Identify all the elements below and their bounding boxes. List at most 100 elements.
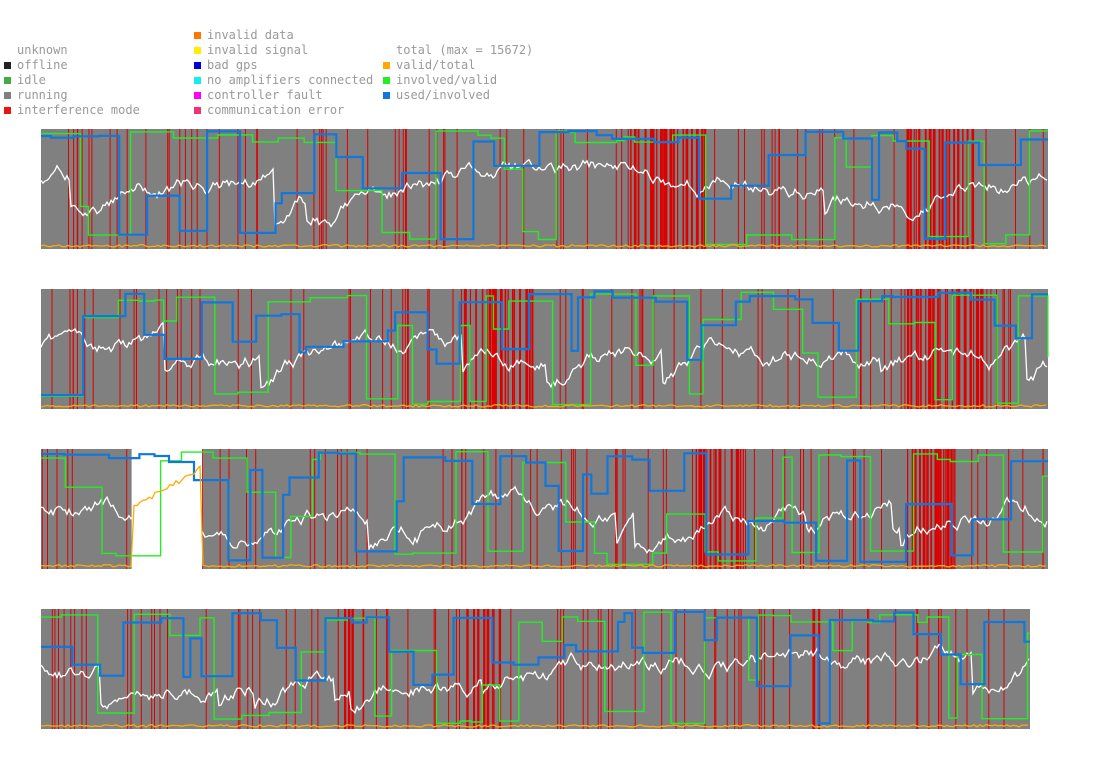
- interference-mark: [250, 289, 252, 409]
- interference-mark: [955, 609, 957, 729]
- interference-mark: [311, 609, 313, 729]
- interference-mark: [761, 129, 763, 249]
- interference-mark: [909, 129, 912, 249]
- interference-mark: [159, 609, 161, 729]
- strip-3: [0, 449, 1095, 569]
- interference-mark: [41, 449, 43, 569]
- status-legend-item-3: running: [4, 88, 68, 103]
- interference-mark: [473, 609, 476, 729]
- interference-mark: [586, 449, 588, 569]
- legend: unknown offline idle running interference mo…: [0, 28, 1095, 128]
- error-legend-item-0: invalid data: [194, 28, 294, 43]
- interference-mark: [218, 129, 220, 249]
- interference-mark: [740, 609, 742, 729]
- interference-mark: [563, 609, 565, 729]
- interference-mark: [506, 129, 508, 249]
- interference-mark: [442, 449, 444, 569]
- interference-mark: [136, 289, 137, 409]
- interference-mark: [237, 289, 239, 409]
- interference-mark: [382, 289, 384, 409]
- status-legend-item-0: unknown: [17, 43, 68, 58]
- interference-mark: [945, 449, 947, 569]
- interference-mark: [58, 609, 59, 729]
- interference-mark: [622, 449, 624, 569]
- interference-mark: [764, 609, 766, 729]
- interference-mark: [51, 289, 53, 409]
- interference-mark: [726, 609, 728, 729]
- interference-mark: [346, 129, 348, 249]
- interference-mark: [853, 449, 854, 569]
- interference-mark: [387, 609, 389, 729]
- interference-mark: [402, 289, 404, 409]
- interference-mark: [919, 449, 921, 569]
- no-data-region: [131, 449, 203, 569]
- interference-mark: [918, 289, 920, 409]
- interference-mark: [692, 449, 693, 569]
- interference-mark: [184, 129, 186, 249]
- interference-mark: [133, 289, 135, 409]
- interference-mark: [701, 129, 704, 249]
- interference-mark: [1008, 449, 1010, 569]
- error-legend-item-1: invalid signal: [194, 43, 308, 58]
- interference-mark: [290, 289, 292, 409]
- legend-swatch: [383, 77, 390, 84]
- interference-mark: [219, 449, 221, 569]
- interference-mark: [918, 129, 921, 249]
- interference-mark: [151, 609, 153, 729]
- interference-mark: [1022, 449, 1024, 569]
- interference-mark: [890, 289, 892, 409]
- interference-mark: [510, 609, 512, 729]
- legend-label: offline: [17, 58, 68, 72]
- interference-mark: [699, 449, 703, 569]
- interference-mark: [969, 289, 972, 409]
- interference-mark: [920, 289, 922, 409]
- interference-mark: [126, 129, 128, 249]
- interference-mark: [74, 609, 76, 729]
- interference-mark: [774, 129, 776, 249]
- total-series-line: [40, 485, 1048, 554]
- interference-mark: [180, 289, 182, 409]
- interference-mark: [481, 289, 484, 409]
- interference-mark: [800, 449, 801, 569]
- interference-mark: [735, 449, 739, 569]
- interference-mark: [718, 449, 722, 569]
- interference-mark: [914, 449, 917, 569]
- interference-mark: [63, 609, 65, 729]
- interference-mark: [154, 609, 155, 729]
- interference-mark: [72, 289, 74, 409]
- interference-mark: [738, 449, 740, 569]
- interference-mark: [84, 289, 86, 409]
- interference-mark: [881, 449, 882, 569]
- interference-mark: [771, 129, 773, 249]
- interference-mark: [713, 449, 715, 569]
- interference-mark: [665, 449, 667, 569]
- strip-2-chart: [40, 289, 1049, 409]
- legend-label: unknown: [17, 43, 68, 57]
- interference-mark: [937, 449, 940, 569]
- interference-mark: [179, 129, 181, 249]
- interference-mark: [925, 289, 927, 409]
- interference-mark: [990, 289, 992, 409]
- interference-mark: [945, 129, 948, 249]
- interference-mark: [630, 129, 632, 249]
- interference-mark: [724, 449, 726, 569]
- interference-mark: [495, 449, 497, 569]
- interference-mark: [928, 289, 931, 409]
- interference-mark: [953, 129, 956, 249]
- interference-mark: [81, 609, 83, 729]
- interference-mark: [854, 449, 856, 569]
- interference-mark: [948, 129, 951, 249]
- interference-mark: [563, 129, 564, 249]
- interference-mark: [493, 609, 495, 729]
- involved-valid-series-line: [41, 130, 1048, 246]
- ratio-legend-item-1: valid/total: [383, 58, 475, 73]
- legend-swatch: [4, 77, 11, 84]
- interference-mark: [621, 129, 623, 249]
- interference-mark: [191, 289, 193, 409]
- running-background: [41, 289, 1048, 409]
- interference-mark: [256, 129, 258, 249]
- interference-mark: [344, 609, 347, 729]
- interference-mark: [611, 609, 613, 729]
- interference-mark: [461, 449, 463, 569]
- interference-mark: [662, 449, 664, 569]
